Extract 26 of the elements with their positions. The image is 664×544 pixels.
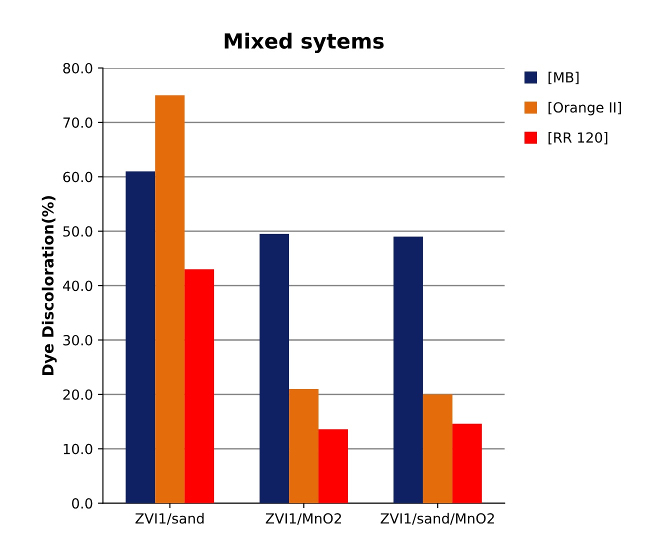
bar <box>155 95 185 504</box>
bar <box>318 429 348 504</box>
bar <box>289 388 319 504</box>
x-tick-label: ZVI1/sand <box>136 512 204 525</box>
bar <box>452 424 482 504</box>
bar <box>422 394 452 504</box>
legend-label: [RR 120] <box>548 132 608 144</box>
y-tick-label: 30.0 <box>63 334 92 346</box>
y-tick-label: 60.0 <box>63 172 92 182</box>
y-axis-title: Dye Discoloration(%) <box>42 196 57 376</box>
y-tick-label: 50.0 <box>63 226 92 237</box>
bar <box>126 171 156 504</box>
y-tick-label: 0.0 <box>72 498 92 509</box>
y-tick-label: 70.0 <box>63 117 92 128</box>
y-tick-label: 10.0 <box>64 444 92 454</box>
y-tick-label: 20.0 <box>63 389 92 400</box>
chart-title: Mixed sytems <box>224 32 384 54</box>
x-tick-label: ZVI1/sand/MnO2 <box>380 512 494 525</box>
bar <box>393 236 423 504</box>
bar <box>260 234 290 504</box>
legend-label: [Orange II] <box>548 102 621 116</box>
y-tick-label: 80.0 <box>63 62 92 74</box>
bar <box>184 269 214 504</box>
y-tick-label: 40.0 <box>62 280 92 292</box>
legend-label: [MB] <box>548 72 579 84</box>
x-tick-label: ZVI1/MnO2 <box>266 513 341 525</box>
